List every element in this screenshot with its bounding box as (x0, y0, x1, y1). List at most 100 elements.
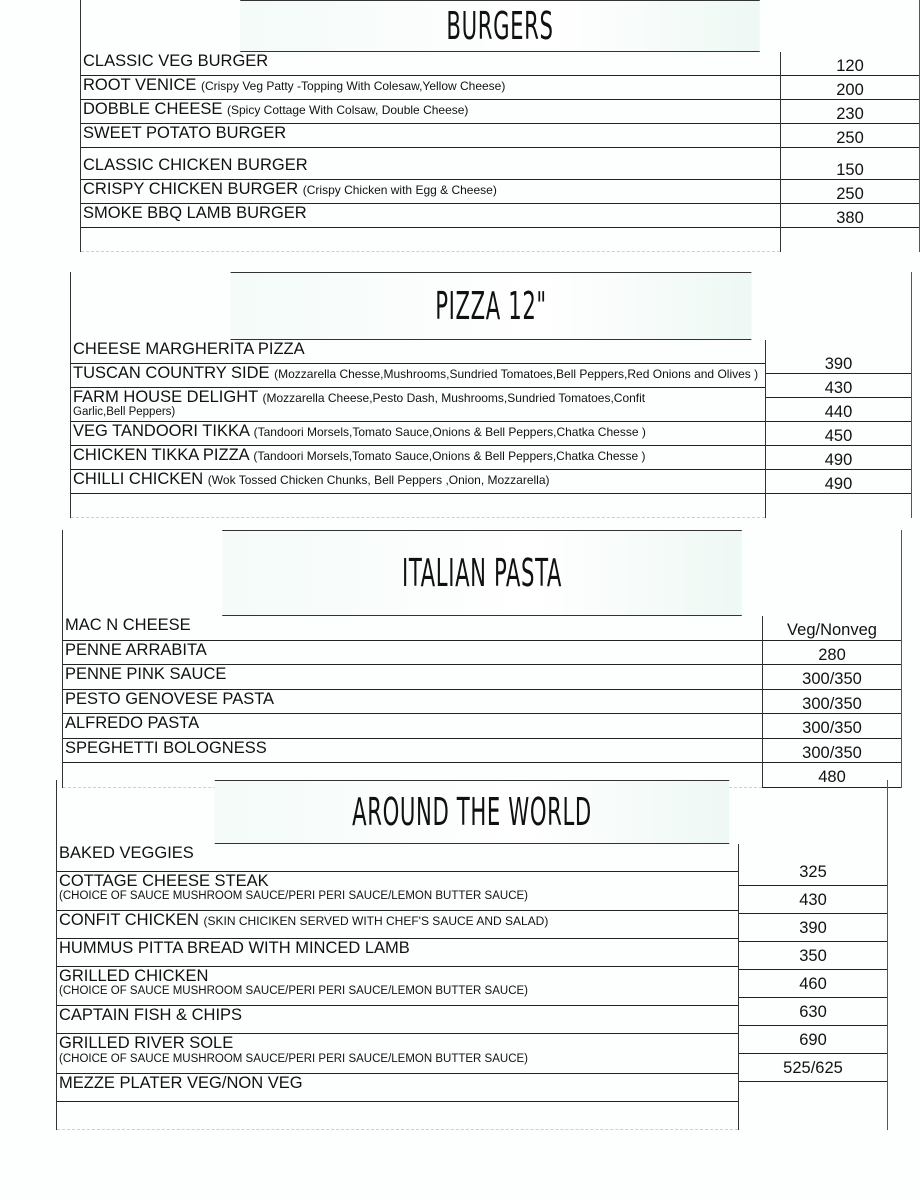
menu-item: PENNE ARRABITA (63, 640, 762, 665)
section-pasta: ITALIAN PASTA MAC N CHEESE PENNE ARRABITA… (62, 530, 902, 788)
section-title: AROUND THE WORLD (214, 780, 730, 844)
menu-item: SWEET POTATO BURGER (81, 124, 780, 148)
menu-item: MEZZE PLATER VEG/NON VEG (57, 1074, 738, 1102)
divider (81, 148, 780, 156)
item-description: (Tandoori Morsels,Tomato Sauce,Onions & … (253, 424, 646, 439)
item-price: 690 (739, 1026, 887, 1054)
item-price: 300/350 (763, 739, 901, 763)
menu-item: PESTO GENOVESE PASTA (63, 689, 762, 714)
item-name: PENNE ARRABITA (65, 640, 207, 659)
item-description-cont: (CHOICE OF SAUCE MUSHROOM SAUCE/PERI PER… (59, 985, 529, 998)
menu-item: CHICKEN TIKKA PIZZA (Tandoori Morsels,To… (71, 446, 765, 470)
item-price: 390 (739, 914, 887, 942)
item-name: SPEGHETTI BOLOGNESS (65, 738, 267, 757)
item-name: CHICKEN TIKKA PIZZA (73, 445, 249, 464)
item-description: (Mozzarella Chesse,Mushrooms,Sundried To… (274, 367, 759, 381)
section-pizza: PIZZA 12" CHEESE MARGHERITA PIZZA TUSCAN … (70, 272, 912, 518)
menu-item: CHEESE MARGHERITA PIZZA (71, 340, 765, 364)
item-description: (Wok Tossed Chicken Chunks, Bell Peppers… (207, 472, 550, 487)
section-burgers: BURGERS CLASSIC VEG BURGER ROOT VENICE (C… (80, 0, 920, 252)
item-name: CRISPY CHICKEN BURGER (83, 180, 299, 198)
menu-item: MAC N CHEESE (63, 616, 762, 641)
blank-row (57, 1102, 738, 1130)
item-description-cont: (CHOICE OF SAUCE MUSHROOM SAUCE/PERI PER… (59, 1052, 529, 1065)
section-around-the-world: AROUND THE WORLD BAKED VEGGIES COTTAGE CH… (56, 780, 888, 1130)
blank-row (71, 494, 765, 518)
item-price: 630 (739, 998, 887, 1026)
item-name: SMOKE BBQ LAMB BURGER (83, 204, 307, 222)
item-name: PESTO GENOVESE PASTA (65, 689, 275, 708)
item-name: MAC N CHEESE (65, 616, 191, 634)
item-name: PENNE PINK SAUCE (65, 665, 227, 683)
item-description: (SKIN CHICIKEN SERVED WITH CHEF'S SAUCE … (203, 914, 549, 929)
item-price: 460 (739, 970, 887, 998)
item-price: 250 (781, 180, 919, 204)
item-name: BAKED VEGGIES (59, 844, 194, 862)
item-name: DOBBLE CHEESE (83, 100, 223, 118)
item-price: 300/350 (763, 714, 901, 739)
menu-item: SPEGHETTI BOLOGNESS (63, 738, 762, 763)
item-name: CAPTAIN FISH & CHIPS (59, 1006, 243, 1025)
menu-item: BAKED VEGGIES (57, 844, 738, 872)
item-price: 525/625 (739, 1054, 887, 1082)
section-title: BURGERS (240, 0, 760, 52)
item-price: 440 (766, 398, 911, 422)
menu-item: PENNE PINK SAUCE (63, 665, 762, 690)
item-description: (Mozzarella Cheese,Pesto Dash, Mushrooms… (262, 391, 646, 405)
item-name: CLASSIC VEG BURGER (83, 52, 269, 70)
section-title: PIZZA 12" (230, 272, 752, 340)
menu-item: DOBBLE CHEESE (Spicy Cottage With Colsaw… (81, 100, 780, 124)
item-price: 490 (766, 470, 911, 494)
item-name: CONFIT CHICKEN (59, 911, 199, 930)
item-name: SWEET POTATO BURGER (83, 124, 287, 142)
item-description: (Tandoori Morsels,Tomato Sauce,Onions & … (253, 448, 646, 463)
menu-item: FARM HOUSE DELIGHT (Mozzarella Cheese,Pe… (71, 388, 765, 422)
item-description: (Crispy Chicken with Egg & Cheese) (302, 183, 497, 197)
menu-item: CLASSIC CHICKEN BURGER (81, 156, 780, 180)
item-name: GRILLED CHICKEN (59, 967, 209, 986)
menu-item: CAPTAIN FISH & CHIPS (57, 1006, 738, 1035)
item-name: ROOT VENICE (83, 76, 197, 94)
menu-item: COTTAGE CHEESE STEAK (CHOICE OF SAUCE MUS… (57, 872, 738, 912)
menu-item: SMOKE BBQ LAMB BURGER (81, 204, 780, 228)
blank-row (81, 228, 780, 252)
item-price: 350 (739, 942, 887, 970)
item-name: CHILLI CHICKEN (73, 469, 204, 488)
item-name: VEG TANDOORI TIKKA (73, 421, 250, 440)
menu-item: CONFIT CHICKEN (SKIN CHICIKEN SERVED WIT… (57, 911, 738, 940)
item-name: TUSCAN COUNTRY SIDE (73, 364, 270, 382)
item-price: 120 (781, 52, 919, 76)
item-name: GRILLED RIVER SOLE (59, 1034, 234, 1053)
item-name: COTTAGE CHEESE STEAK (59, 872, 269, 890)
item-name: ALFREDO PASTA (65, 714, 200, 732)
menu-item: TUSCAN COUNTRY SIDE (Mozzarella Chesse,M… (71, 364, 765, 388)
item-price: 430 (739, 886, 887, 914)
item-price: 300/350 (763, 690, 901, 714)
item-name: CLASSIC CHICKEN BURGER (83, 156, 308, 174)
item-price: Veg/Nonveg (763, 616, 901, 641)
menu-item: VEG TANDOORI TIKKA (Tandoori Morsels,Tom… (71, 422, 765, 446)
menu-item: CLASSIC VEG BURGER (81, 52, 780, 76)
item-name: MEZZE PLATER VEG/NON VEG (59, 1073, 303, 1092)
item-description-cont: (CHOICE OF SAUCE MUSHROOM SAUCE/PERI PER… (59, 890, 529, 903)
item-price: 380 (781, 204, 919, 228)
item-price: 390 (766, 350, 911, 374)
item-price: 200 (781, 76, 919, 100)
menu-item: CRISPY CHICKEN BURGER (Crispy Chicken wi… (81, 180, 780, 204)
menu-item: ALFREDO PASTA (63, 714, 762, 739)
section-title: ITALIAN PASTA (222, 530, 742, 616)
item-price: 300/350 (763, 665, 901, 690)
item-price: 480 (763, 763, 901, 788)
menu-item: ROOT VENICE (Crispy Veg Patty -Topping W… (81, 76, 780, 100)
item-name: CHEESE MARGHERITA PIZZA (73, 340, 305, 358)
item-name: HUMMUS PITTA BREAD WITH MINCED LAMB (59, 939, 410, 958)
item-price: 430 (766, 374, 911, 398)
menu-item: HUMMUS PITTA BREAD WITH MINCED LAMB (57, 939, 738, 968)
item-price: 325 (739, 858, 887, 886)
item-price: 230 (781, 100, 919, 124)
menu-item: GRILLED RIVER SOLE (CHOICE OF SAUCE MUSHR… (57, 1034, 738, 1074)
item-description: (Spicy Cottage With Colsaw, Double Chees… (226, 103, 469, 117)
item-price: 250 (781, 124, 919, 148)
divider (781, 148, 919, 156)
item-price: 490 (766, 446, 911, 470)
